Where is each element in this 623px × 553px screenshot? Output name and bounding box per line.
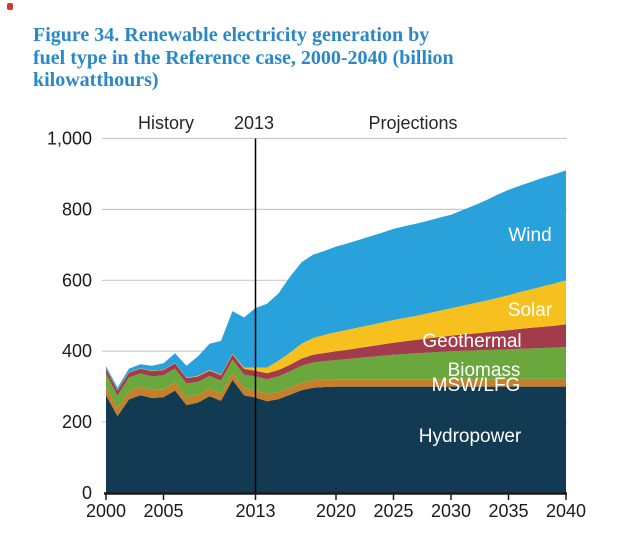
figure-title-line-1: Figure 34. Renewable electricity generat…	[33, 24, 430, 46]
y-tick-label-200: 200	[62, 412, 92, 432]
area-biomass	[106, 346, 566, 408]
geothermal-series-label: Geothermal	[422, 331, 522, 352]
y-tick-label-600: 600	[62, 270, 92, 290]
figure-title: Figure 34. Renewable electricity generat…	[33, 24, 593, 92]
y-tick-label-400: 400	[62, 341, 92, 361]
area-msw-lfg	[106, 372, 566, 417]
x-tick-label-2040: 2040	[546, 501, 586, 521]
x-tick-label-2000: 2000	[86, 501, 126, 521]
x-tick-label-2025: 2025	[373, 501, 413, 521]
x-tick-label-2013: 2013	[235, 501, 275, 521]
x-tick-label-2030: 2030	[431, 501, 471, 521]
area-wind	[106, 170, 566, 391]
hydropower-series-label: Hydropower	[418, 426, 522, 447]
projections-label: Projections	[368, 113, 458, 133]
biomass-series-label: Biomass	[447, 360, 521, 381]
area-geothermal	[106, 324, 566, 396]
area-solar	[106, 280, 566, 391]
y-tick-label-800: 800	[62, 199, 92, 219]
area-hydropower	[106, 379, 566, 493]
red-dot-mark	[7, 3, 13, 10]
y-tick-label-1000: 1,000	[47, 129, 92, 149]
figure-title-line-3: kilowatthours)	[33, 69, 159, 91]
history-label: History	[137, 113, 195, 133]
x-tick-label-2035: 2035	[488, 501, 528, 521]
x-tick-label-2005: 2005	[143, 501, 183, 521]
wind-series-label: Wind	[508, 225, 552, 246]
y-tick-label-0: 0	[82, 483, 92, 503]
divider-year-label: 2013	[233, 113, 275, 133]
figure-title-line-2: fuel type in the Reference case, 2000-20…	[33, 46, 454, 69]
solar-series-label: Solar	[507, 300, 553, 321]
x-tick-label-2020: 2020	[316, 501, 356, 521]
msw-lfg-series-label: MSW/LFG	[431, 375, 521, 396]
